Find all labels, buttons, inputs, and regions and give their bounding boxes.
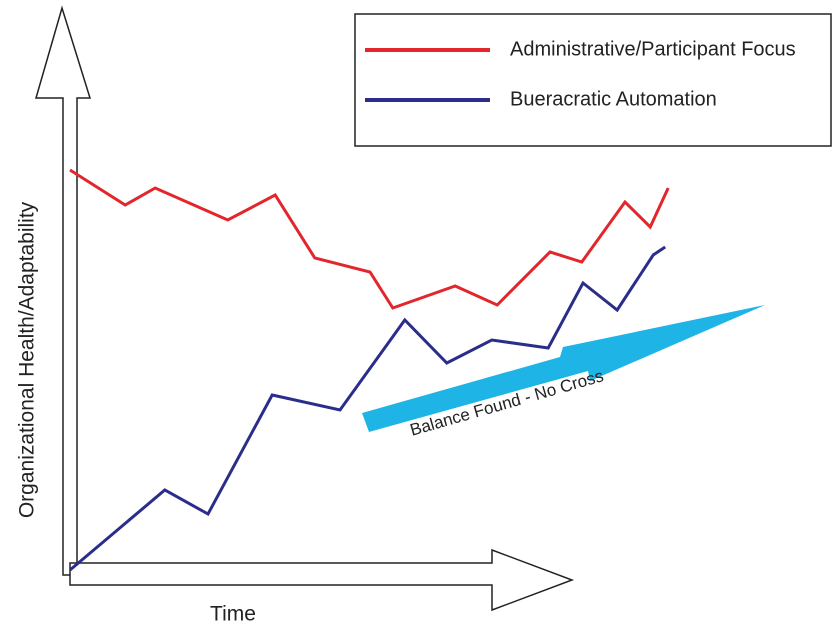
legend-box [354,13,832,147]
annotation-arrow [362,305,765,432]
line [69,245,667,572]
line [69,168,670,310]
legend-label: Bueracratic Automation [510,88,717,110]
y-axis-arrow [35,5,92,576]
legend-label: Administrative/Participant Focus [510,38,796,60]
y-axis-label: Organizational Health/Adaptability [16,201,39,518]
x-axis-arrow [69,548,575,612]
x-axis-label: Time [210,603,256,626]
